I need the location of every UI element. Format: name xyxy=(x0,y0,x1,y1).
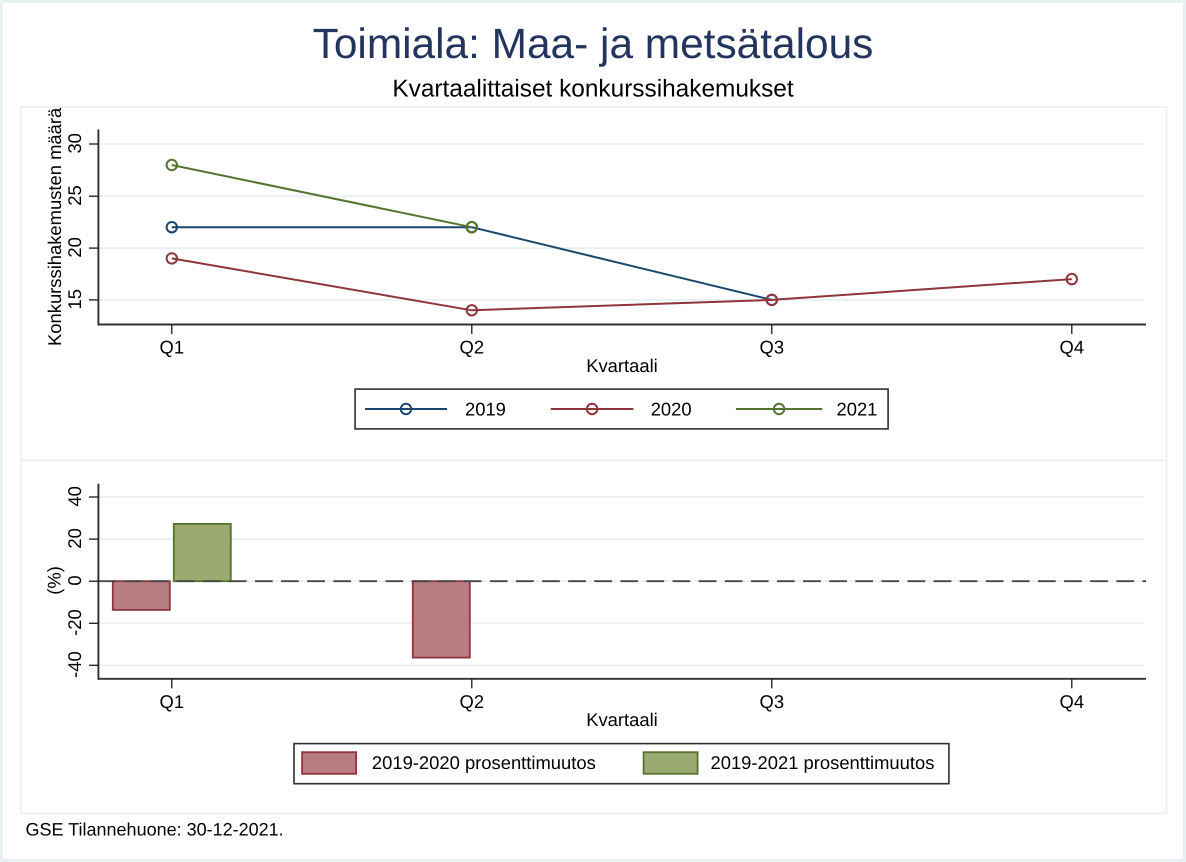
svg-text:Kvartaali: Kvartaali xyxy=(586,355,658,376)
svg-text:2021: 2021 xyxy=(837,399,878,420)
svg-text:2019: 2019 xyxy=(465,399,506,420)
svg-text:30: 30 xyxy=(64,133,85,153)
svg-text:2020: 2020 xyxy=(651,399,692,420)
svg-text:20: 20 xyxy=(64,528,85,548)
svg-text:Q1: Q1 xyxy=(160,691,185,712)
svg-text:Q2: Q2 xyxy=(460,691,485,712)
svg-text:Q4: Q4 xyxy=(1060,691,1085,712)
svg-text:20: 20 xyxy=(64,237,85,257)
svg-text:-20: -20 xyxy=(64,609,85,636)
svg-text:15: 15 xyxy=(64,289,85,309)
svg-text:Q3: Q3 xyxy=(760,337,785,358)
svg-text:Q4: Q4 xyxy=(1060,337,1085,358)
svg-text:Q3: Q3 xyxy=(760,691,785,712)
svg-text:0: 0 xyxy=(64,575,85,585)
svg-text:-40: -40 xyxy=(64,651,85,678)
svg-text:25: 25 xyxy=(64,185,85,205)
svg-text:2019-2020 prosenttimuutos: 2019-2020 prosenttimuutos xyxy=(372,752,596,773)
svg-text:Toimiala: Maa- ja metsätalous: Toimiala: Maa- ja metsätalous xyxy=(313,20,874,67)
svg-text:2019-2021 prosenttimuutos: 2019-2021 prosenttimuutos xyxy=(711,752,935,773)
svg-text:Kvartaali: Kvartaali xyxy=(586,709,658,730)
svg-text:Kvartaalittaiset konkurssihake: Kvartaalittaiset konkurssihakemukset xyxy=(392,75,793,102)
svg-text:GSE Tilannehuone: 30-12-2021.: GSE Tilannehuone: 30-12-2021. xyxy=(26,819,284,839)
svg-text:Q1: Q1 xyxy=(160,337,185,358)
svg-text:40: 40 xyxy=(64,486,85,506)
svg-text:Q2: Q2 xyxy=(460,337,485,358)
svg-text:(%): (%) xyxy=(44,566,65,595)
svg-text:Konkurssihakemusten määrä: Konkurssihakemusten määrä xyxy=(44,107,65,346)
